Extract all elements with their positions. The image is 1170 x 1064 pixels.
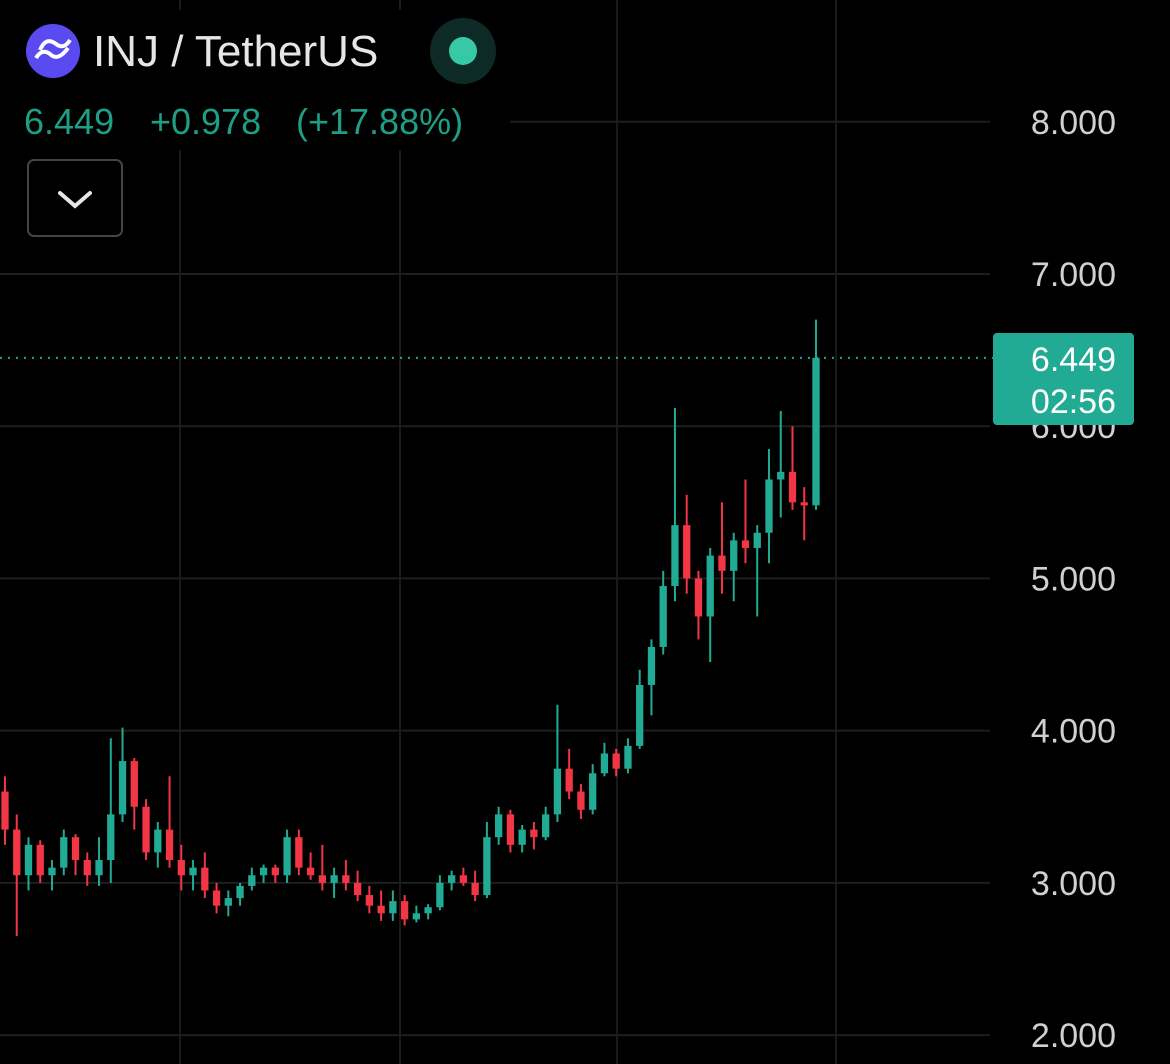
candle-body bbox=[400, 901, 409, 920]
symbol-icon bbox=[26, 24, 80, 78]
candle-body bbox=[647, 646, 656, 685]
candle-body bbox=[353, 882, 362, 896]
candle-body bbox=[36, 844, 44, 876]
candle-body bbox=[95, 860, 103, 876]
dropdown-button[interactable] bbox=[27, 159, 123, 237]
candle-body bbox=[130, 761, 138, 807]
header-bg bbox=[0, 10, 510, 150]
symbol-icon-glyph bbox=[34, 38, 72, 60]
candle-body bbox=[212, 890, 221, 906]
candle-body bbox=[812, 357, 820, 506]
candle-body bbox=[483, 837, 491, 896]
time-grid bbox=[179, 0, 837, 1064]
candle-body bbox=[636, 684, 644, 746]
candle-body bbox=[248, 875, 256, 886]
candle-body bbox=[495, 814, 503, 838]
candle-body bbox=[518, 829, 526, 845]
candle-body bbox=[706, 555, 714, 617]
candles bbox=[1, 319, 820, 937]
candle-body bbox=[236, 885, 244, 899]
candle-body bbox=[224, 898, 232, 906]
y-tick-label: 7.000 bbox=[1031, 256, 1116, 294]
candle-body bbox=[718, 555, 726, 571]
last-price: 6.449 bbox=[24, 101, 114, 142]
y-tick-label: 3.000 bbox=[1031, 865, 1116, 903]
candle-body bbox=[424, 907, 432, 914]
candle-body bbox=[154, 829, 162, 853]
candle-body bbox=[436, 882, 444, 908]
candle-body bbox=[659, 586, 667, 647]
candle-body bbox=[60, 837, 68, 868]
candle-body bbox=[318, 875, 326, 883]
candle-body bbox=[777, 471, 785, 480]
candle-body bbox=[107, 814, 115, 861]
candle-body bbox=[271, 867, 279, 876]
y-tick-label: 5.000 bbox=[1031, 560, 1116, 598]
candle-body bbox=[589, 773, 597, 810]
candle-body bbox=[283, 837, 291, 876]
candle-body bbox=[377, 905, 385, 914]
candle-body bbox=[530, 829, 538, 838]
candle-body bbox=[447, 875, 456, 883]
candle-body bbox=[553, 768, 562, 815]
candle-body bbox=[201, 867, 209, 891]
candle-body bbox=[471, 882, 479, 896]
candle-body bbox=[24, 844, 33, 876]
y-tick-label: 4.000 bbox=[1031, 713, 1116, 751]
candle-body bbox=[671, 525, 679, 587]
grid bbox=[0, 120, 990, 1037]
y-tick-label: 2.000 bbox=[1031, 1017, 1116, 1055]
candle-body bbox=[800, 502, 808, 506]
candle-body bbox=[788, 471, 797, 503]
status-dot bbox=[449, 37, 477, 65]
candle-body bbox=[118, 761, 127, 815]
candle-body bbox=[259, 867, 268, 876]
candle-body bbox=[542, 814, 550, 838]
candle-body bbox=[83, 860, 91, 876]
candle-body bbox=[612, 753, 620, 769]
candle-body bbox=[48, 867, 56, 876]
candle-body bbox=[295, 837, 303, 868]
candle-body bbox=[694, 578, 703, 617]
candle-body bbox=[765, 479, 773, 533]
candle-body bbox=[71, 837, 80, 861]
candle-body bbox=[389, 901, 397, 914]
candle-body bbox=[753, 532, 761, 548]
symbol-title: INJ / TetherUS bbox=[93, 27, 378, 76]
candle-body bbox=[741, 540, 750, 548]
candle-body bbox=[412, 913, 421, 920]
candle-body bbox=[506, 814, 515, 845]
last-price-box bbox=[993, 333, 1134, 425]
candle-body bbox=[730, 540, 738, 571]
candle-body bbox=[189, 867, 197, 876]
candle-body bbox=[177, 860, 185, 876]
candle-body bbox=[683, 525, 691, 579]
candle-body bbox=[365, 895, 374, 906]
chevron-icon bbox=[58, 191, 92, 209]
candle-body bbox=[142, 806, 150, 853]
candle-body bbox=[577, 791, 585, 810]
candle-body bbox=[306, 867, 315, 876]
price-marker: 6.449 02:56 bbox=[0, 333, 1134, 425]
candle-body bbox=[565, 768, 573, 792]
candle-body bbox=[330, 875, 338, 883]
candle-body bbox=[459, 875, 468, 883]
last-price-label: 6.449 bbox=[1031, 341, 1116, 379]
y-tick-label: 8.000 bbox=[1031, 104, 1116, 142]
candle-body bbox=[1, 791, 9, 830]
price-change-percent: (+17.88%) bbox=[296, 101, 463, 142]
candle-body bbox=[165, 829, 174, 861]
candle-body bbox=[600, 753, 609, 774]
candle-body bbox=[624, 745, 632, 769]
candle-body bbox=[342, 875, 350, 883]
bar-countdown: 02:56 bbox=[1031, 383, 1116, 421]
price-change: +0.978 bbox=[150, 101, 261, 142]
candle-body bbox=[13, 829, 21, 876]
